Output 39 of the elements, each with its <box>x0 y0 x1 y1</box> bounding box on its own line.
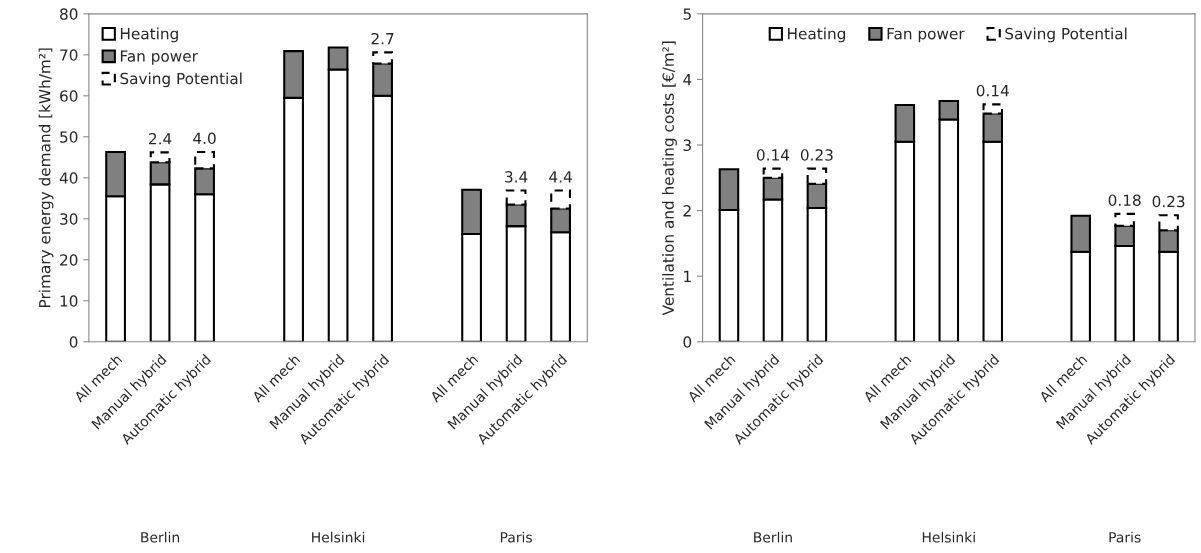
legend-label: Saving Potential <box>120 72 242 88</box>
y-tick-label: 0 <box>683 336 692 348</box>
data-label: 0.18 <box>1108 194 1141 206</box>
text: Berlin <box>754 531 792 543</box>
y-tick-label: 2 <box>683 205 691 217</box>
y-tick-label: 3 <box>683 139 691 152</box>
y-tick-label: 20 <box>60 254 78 266</box>
text: Paris <box>1109 531 1141 543</box>
data-label: 2.7 <box>371 32 394 45</box>
y-tick-label: 10 <box>60 295 78 307</box>
y-tick-label: 70 <box>60 49 78 61</box>
y-tick-label: 40 <box>59 172 78 184</box>
y-tick-label: 1 <box>684 270 691 282</box>
legend-label: Heating <box>788 27 845 43</box>
y-axis-title: Ventilation and heating costs [€/m²] <box>662 41 677 316</box>
y-axis-title: Primary energy demand [kWh/m²] <box>38 48 54 307</box>
data-label: 4.4 <box>549 171 572 183</box>
legend-label: Saving Potential <box>1005 27 1127 43</box>
legend-label: Heating <box>120 27 178 43</box>
y-tick-label: 50 <box>60 131 78 143</box>
data-label: 0.23 <box>1152 195 1185 208</box>
y-tick-label: 4 <box>683 74 692 86</box>
y-tick-label: 30 <box>60 213 78 225</box>
legend-label: Fan power <box>887 28 965 43</box>
text: Helsinki <box>922 531 975 543</box>
data-label: 0.14 <box>756 149 790 161</box>
text: Helsinki <box>312 531 365 543</box>
y-tick-label: 0 <box>69 336 78 348</box>
data-label: 0.14 <box>976 84 1009 97</box>
text: Berlin <box>141 531 180 543</box>
y-tick-label: 80 <box>60 8 78 20</box>
y-tick-label: 60 <box>60 90 78 102</box>
data-label: 3.4 <box>505 171 528 183</box>
y-tick-label: 5 <box>683 8 691 20</box>
legend-label: Fan power <box>120 50 198 65</box>
text: Paris <box>500 531 532 543</box>
data-label: 0.23 <box>800 149 833 161</box>
data-label: 2.4 <box>149 132 172 145</box>
data-label: 4.0 <box>193 132 216 145</box>
